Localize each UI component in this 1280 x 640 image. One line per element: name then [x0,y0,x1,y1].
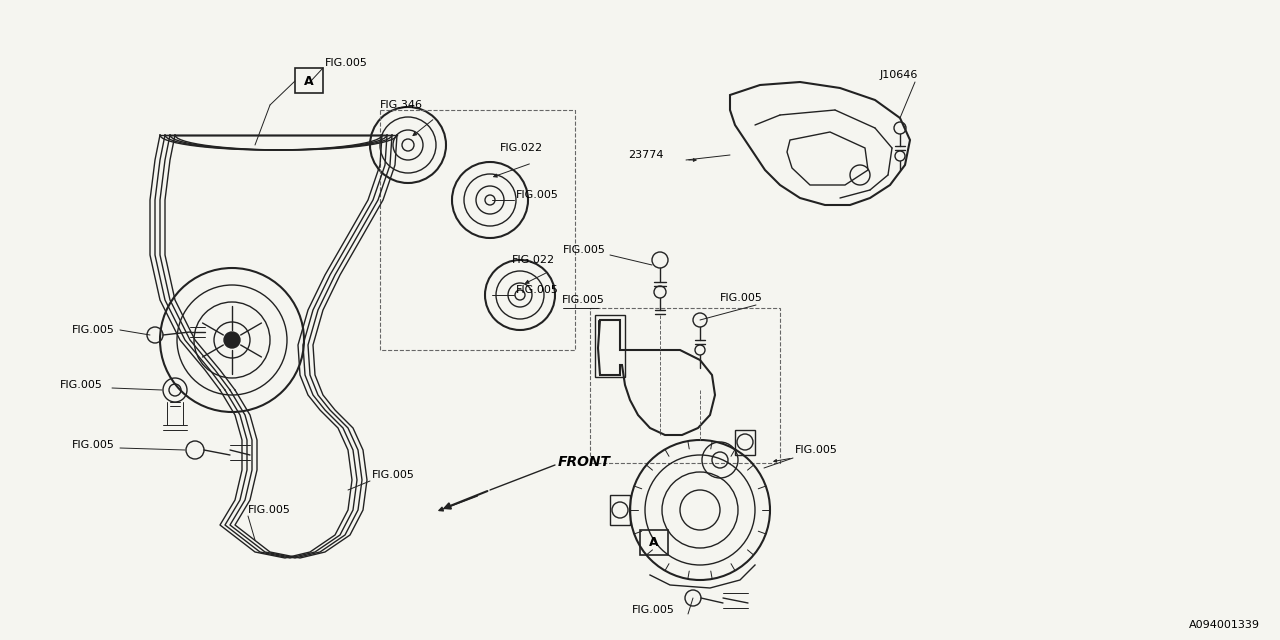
Text: FIG.005: FIG.005 [632,605,675,615]
Text: FIG.005: FIG.005 [562,295,605,305]
Text: FIG.346: FIG.346 [380,100,422,110]
Text: FIG.005: FIG.005 [72,440,115,450]
Bar [640,530,668,555]
Text: FIG.005: FIG.005 [60,380,102,390]
Text: A: A [649,536,659,550]
Bar [380,110,575,350]
Text: FIG.005: FIG.005 [516,190,559,200]
Text: FIG.022: FIG.022 [500,143,543,153]
Bar [590,308,780,463]
Text: A: A [305,74,314,88]
Bar [595,315,625,377]
Text: FIG.005: FIG.005 [372,470,415,480]
Text: J10646: J10646 [881,70,918,80]
Text: FIG.005: FIG.005 [563,245,605,255]
Text: FRONT: FRONT [558,455,611,469]
Text: FIG.005: FIG.005 [795,445,838,455]
Bar [294,68,323,93]
Text: FIG.005: FIG.005 [721,293,763,303]
Text: FIG.005: FIG.005 [72,325,115,335]
Circle shape [224,332,241,348]
Text: FIG.005: FIG.005 [248,505,291,515]
Text: A094001339: A094001339 [1189,620,1260,630]
Text: FIG.022: FIG.022 [512,255,556,265]
Text: FIG.005: FIG.005 [325,58,367,68]
Text: FIG.005: FIG.005 [516,285,559,295]
Text: 23774: 23774 [628,150,663,160]
